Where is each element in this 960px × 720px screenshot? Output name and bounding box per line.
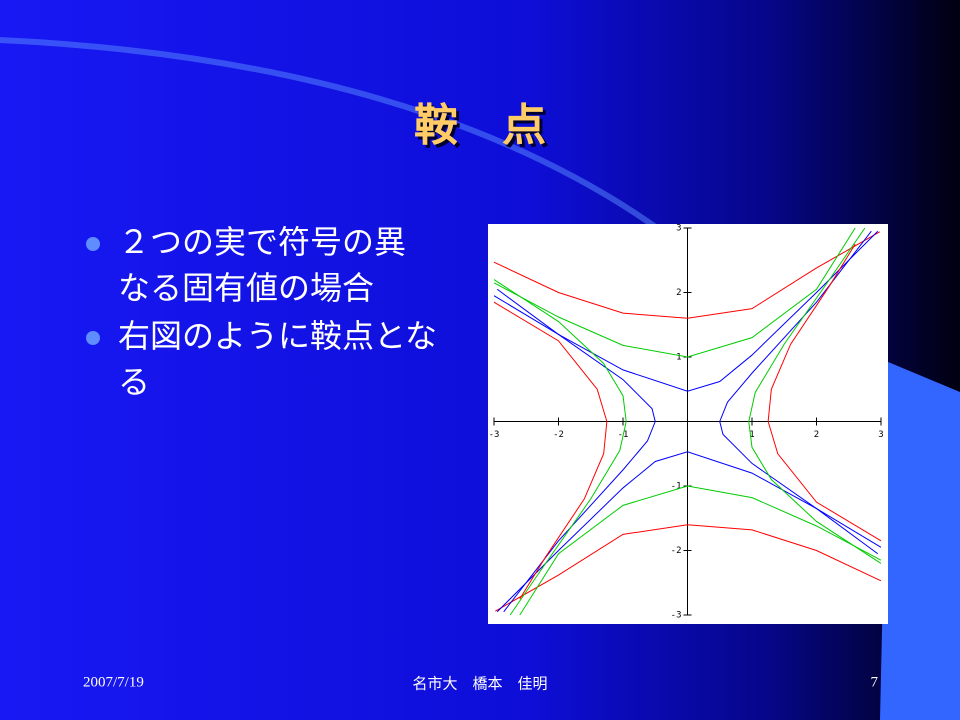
slide-title: 鞍 点 <box>414 100 546 151</box>
contour-line <box>493 230 879 392</box>
x-tick-label: -3 <box>489 430 500 440</box>
bullet-dot <box>86 237 100 251</box>
y-tick-label: -1 <box>671 482 682 492</box>
contour-line <box>495 524 882 612</box>
x-tick-label: 3 <box>878 430 883 440</box>
bullet-text: ２つの実で符号の異 <box>118 223 406 261</box>
contour-line <box>493 301 608 600</box>
y-tick-label: 1 <box>676 353 681 363</box>
contour-line <box>493 279 627 616</box>
y-tick-label: 2 <box>676 288 681 298</box>
contour-line <box>496 288 656 613</box>
contour-line <box>496 451 882 613</box>
contour-line <box>767 243 882 542</box>
bullet-dot <box>86 331 100 345</box>
decor-corner <box>880 362 960 720</box>
bullet-text: る <box>118 363 150 401</box>
contour-line <box>748 227 882 564</box>
bullet-text: 右図のように鞍点とな <box>118 317 437 355</box>
contour-line <box>719 230 879 555</box>
footer-page: 7 <box>871 674 879 690</box>
contour-line <box>519 485 882 616</box>
contour-line <box>493 227 856 358</box>
decor-arc <box>0 37 662 233</box>
contour-line <box>493 231 880 319</box>
x-tick-label: 1 <box>749 430 754 440</box>
y-tick-label: 3 <box>676 224 681 234</box>
footer-date: 2007/7/19 <box>83 674 144 690</box>
y-tick-label: -2 <box>671 546 682 556</box>
y-tick-label: -3 <box>671 611 682 621</box>
footer-author: 名市大 橋本 佳明 <box>412 675 547 693</box>
x-tick-label: 2 <box>814 430 819 440</box>
bullet-text: なる固有値の場合 <box>118 269 374 307</box>
x-tick-label: -2 <box>553 430 564 440</box>
